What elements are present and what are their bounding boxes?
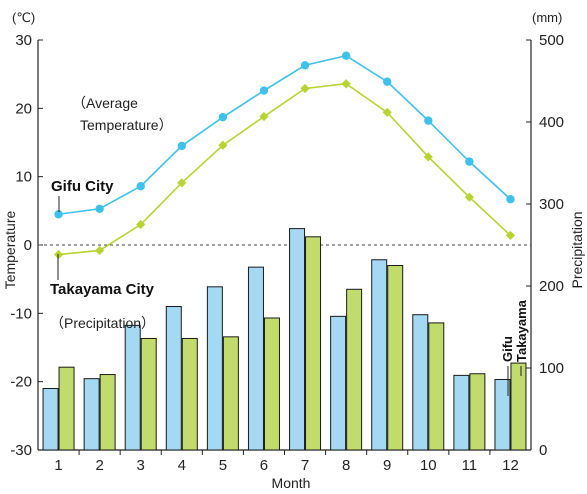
precip-bar-takayama: [99, 374, 116, 451]
temperature-point-gifu: [341, 51, 351, 60]
left-tick-label: -20: [10, 374, 32, 391]
right-tick-label: 400: [539, 114, 564, 131]
x-tick-label: 4: [178, 457, 186, 474]
left-tick-label: 20: [15, 100, 32, 117]
right-tick-label: 100: [539, 360, 564, 377]
x-tick-label: 6: [260, 457, 268, 474]
temperature-point-takayama: [259, 111, 269, 122]
gifu-city-label: Gifu City: [51, 178, 114, 195]
right-tick-label: 500: [539, 32, 564, 49]
temperature-point-takayama: [341, 79, 351, 89]
precip-bar-takayama: [346, 288, 363, 451]
precip-bar-gifu: [206, 286, 223, 451]
x-tick-label: 2: [95, 457, 103, 474]
precip-bar-takayama: [305, 236, 322, 451]
x-tick-label: 10: [420, 457, 437, 474]
x-axis-ticks: 1 2 3 4 5 6 7 8 9 10 11 12: [54, 450, 519, 474]
temperature-point-takayama: [300, 83, 310, 94]
temperature-point-takayama: [423, 152, 433, 162]
gifu-bar-label: Gifu: [500, 336, 515, 362]
left-tick-label: -30: [10, 442, 32, 459]
temperature-point-gifu: [383, 77, 392, 86]
precip-bar-gifu: [453, 374, 470, 451]
left-axis-title: Temperature: [2, 210, 18, 289]
precip-bar-gifu: [83, 378, 100, 451]
right-axis-title: Precipitation: [569, 211, 585, 288]
left-axis-ticks: -30 -20 -10 0 10 20 30: [10, 32, 43, 459]
precip-bar-takayama: [222, 336, 239, 451]
precip-bar-gifu: [371, 259, 388, 451]
temperature-line-takayama: [58, 82, 512, 256]
takayama-city-label: Takayama City: [50, 281, 155, 298]
precip-bar-gifu: [330, 315, 347, 451]
precip-bar-takayama: [428, 322, 445, 451]
right-axis-ticks: 0 100 200 300 400 500: [526, 32, 564, 459]
precip-bar-takayama: [58, 366, 75, 451]
temperature-point-takayama: [382, 107, 392, 118]
x-tick-label: 9: [383, 457, 391, 474]
avg-temperature-label-line2: Temperature）: [80, 117, 173, 133]
left-tick-label: -10: [10, 305, 32, 322]
temperature-point-gifu: [465, 157, 474, 166]
temperature-point-takayama: [136, 219, 146, 230]
temperature-point-gifu: [136, 182, 145, 191]
left-axis-unit: (℃): [12, 10, 35, 25]
x-tick-label: 7: [301, 457, 309, 474]
temperature-point-takayama: [218, 140, 228, 150]
precip-bar-gifu: [412, 314, 429, 451]
temperature-point-gifu: [424, 116, 433, 125]
x-tick-label: 3: [137, 457, 145, 474]
avg-temperature-label-line1: （Average: [72, 95, 138, 111]
x-tick-label: 11: [462, 457, 478, 474]
precip-bar-takayama: [140, 337, 157, 451]
temperature-lines: [53, 51, 516, 260]
precip-bar-gifu: [124, 324, 141, 451]
temperature-point-gifu: [177, 141, 186, 151]
precip-bar-takayama: [510, 362, 527, 451]
precipitation-bars: [42, 228, 527, 451]
precip-bar-gifu: [289, 228, 306, 451]
precip-bar-takayama: [181, 337, 198, 451]
precip-bar-gifu: [165, 306, 182, 451]
right-tick-label: 0: [539, 442, 547, 459]
precip-bar-takayama: [469, 373, 486, 451]
precip-bar-gifu: [247, 266, 264, 451]
temperature-point-takayama: [177, 178, 187, 188]
temperature-point-takayama: [53, 249, 64, 260]
temperature-line-gifu: [58, 54, 511, 216]
left-tick-label: 0: [24, 237, 32, 254]
precip-bar-gifu: [42, 388, 59, 451]
temperature-point-takayama: [464, 192, 474, 202]
x-tick-label: 8: [342, 457, 350, 474]
left-tick-label: 30: [15, 32, 32, 49]
temperature-point-gifu: [54, 210, 63, 219]
temperature-point-gifu: [259, 86, 269, 95]
temperature-point-takayama: [505, 230, 516, 241]
right-axis-unit: (mm): [532, 10, 562, 25]
right-tick-label: 300: [539, 196, 564, 213]
temperature-point-takayama: [95, 245, 105, 256]
precip-bar-takayama: [387, 265, 404, 451]
takayama-bar-label: Takayama: [514, 299, 529, 362]
left-tick-label: 10: [15, 169, 32, 186]
precip-bar-gifu: [494, 378, 511, 451]
x-axis-title: Month: [272, 475, 311, 491]
precip-bar-takayama: [263, 317, 280, 451]
precipitation-label: （Precipitation）: [50, 315, 155, 331]
temperature-point-gifu: [300, 61, 310, 70]
temperature-point-gifu: [506, 195, 515, 204]
right-tick-label: 200: [539, 278, 564, 295]
temperature-point-gifu: [218, 113, 228, 122]
x-tick-label: 5: [219, 457, 227, 474]
x-tick-label: 12: [502, 457, 519, 474]
temperature-point-gifu: [95, 204, 104, 213]
x-tick-label: 1: [54, 457, 62, 474]
